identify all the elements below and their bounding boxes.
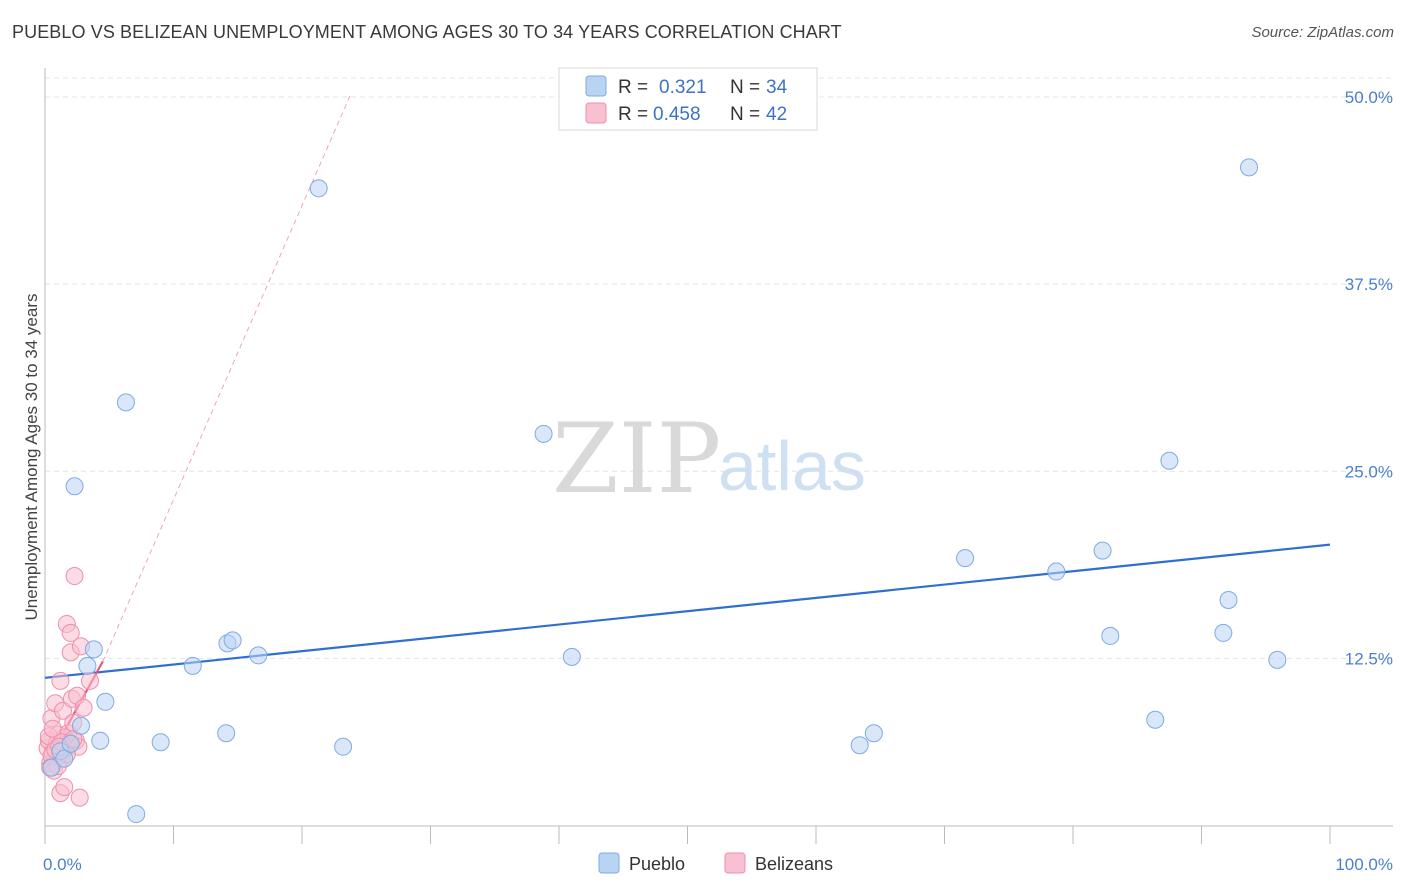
x-tick-label-0: 0.0% xyxy=(43,855,82,874)
pueblo-point-7 xyxy=(84,640,103,659)
belizeans-point-24 xyxy=(65,567,84,586)
belizeans-point-15 xyxy=(55,778,74,797)
y-tick-labels: 12.5% 25.0% 37.5% 50.0% xyxy=(1345,88,1393,668)
series-legend: Pueblo Belizeans xyxy=(598,852,833,874)
pueblo-point-29 xyxy=(1160,451,1179,470)
x-tick-labels: 0.0% 100.0% xyxy=(43,855,1393,874)
pueblo-point-23 xyxy=(864,724,883,743)
pueblo-point-0 xyxy=(42,758,61,777)
bottom-legend-swatch-belizeans xyxy=(724,852,746,874)
legend-r-value-pueblo: 0.321 xyxy=(659,77,707,98)
axes xyxy=(44,68,1393,844)
pueblo-point-32 xyxy=(1240,158,1259,177)
belizeans-trend-extension xyxy=(102,93,352,662)
pueblo-point-25 xyxy=(1047,562,1066,581)
pueblo-point-26 xyxy=(1093,541,1112,560)
belizeans-point-10 xyxy=(51,671,70,690)
pueblo-points xyxy=(42,158,1287,824)
legend-n-value-pueblo: 34 xyxy=(766,77,788,98)
pueblo-point-33 xyxy=(1268,650,1287,669)
pueblo-point-11 xyxy=(127,805,146,824)
belizeans-point-13 xyxy=(53,701,72,720)
x-tick-label-1: 100.0% xyxy=(1335,855,1393,874)
stats-legend: R = 0.321 N = 34 R = 0.458 N = 42 xyxy=(558,67,818,131)
belizeans-point-34 xyxy=(43,719,62,738)
pueblo-point-9 xyxy=(96,692,115,711)
y-tick-label-3: 50.0% xyxy=(1345,88,1393,107)
pueblo-point-20 xyxy=(534,424,553,443)
pueblo-point-10 xyxy=(116,393,135,412)
pueblo-point-13 xyxy=(183,656,202,675)
belizeans-point-28 xyxy=(70,788,89,807)
pueblo-point-8 xyxy=(91,731,110,750)
pueblo-point-22 xyxy=(850,736,869,755)
legend-r-label-pueblo: R = xyxy=(618,77,648,98)
grid-lines xyxy=(45,77,1393,659)
pueblo-point-5 xyxy=(71,716,90,735)
pueblo-point-28 xyxy=(1146,710,1165,729)
watermark-zip: ZIP xyxy=(552,403,721,515)
bottom-legend-swatch-pueblo xyxy=(598,852,620,874)
belizeans-point-31 xyxy=(80,671,99,690)
pueblo-point-27 xyxy=(1101,626,1120,645)
pueblo-point-21 xyxy=(562,647,581,666)
legend-n-label-pueblo: N = xyxy=(730,77,760,98)
y-tick-label-1: 25.0% xyxy=(1345,462,1393,481)
pueblo-point-6 xyxy=(78,656,97,675)
legend-swatch-pueblo xyxy=(585,75,607,97)
pueblo-point-16 xyxy=(223,631,242,650)
bottom-legend-label-belizeans: Belizeans xyxy=(755,854,833,874)
pueblo-point-19 xyxy=(334,737,353,756)
pueblo-point-31 xyxy=(1219,590,1238,609)
pueblo-trend-line xyxy=(44,543,1331,679)
watermark: ZIP atlas xyxy=(552,403,866,515)
legend-swatch-belizeans xyxy=(585,102,607,124)
watermark-atlas: atlas xyxy=(718,427,866,505)
pueblo-point-17 xyxy=(249,646,268,665)
y-axis-label: Unemployment Among Ages 30 to 34 years xyxy=(22,294,41,621)
chart-title: PUEBLO VS BELIZEAN UNEMPLOYMENT AMONG AG… xyxy=(12,22,842,42)
legend-n-value-belizeans: 42 xyxy=(766,104,787,125)
pueblo-point-18 xyxy=(309,179,328,198)
pueblo-point-3 xyxy=(61,734,80,753)
pueblo-point-2 xyxy=(55,749,74,768)
pueblo-point-24 xyxy=(956,549,975,568)
legend-r-value-belizeans: 0.458 xyxy=(653,104,701,125)
y-tick-label-2: 37.5% xyxy=(1345,275,1393,294)
legend-r-label-belizeans: R = xyxy=(618,104,648,125)
bottom-legend-label-pueblo: Pueblo xyxy=(629,854,685,874)
pueblo-point-4 xyxy=(65,477,84,496)
belizeans-point-21 xyxy=(61,623,80,642)
source-credit: Source: ZipAtlas.com xyxy=(1251,24,1394,41)
pueblo-point-12 xyxy=(151,733,170,752)
pueblo-point-14 xyxy=(217,724,236,743)
legend-n-label-belizeans: N = xyxy=(730,104,760,125)
y-tick-label-0: 12.5% xyxy=(1345,649,1393,668)
belizeans-point-30 xyxy=(74,698,93,717)
pueblo-point-30 xyxy=(1214,623,1233,642)
